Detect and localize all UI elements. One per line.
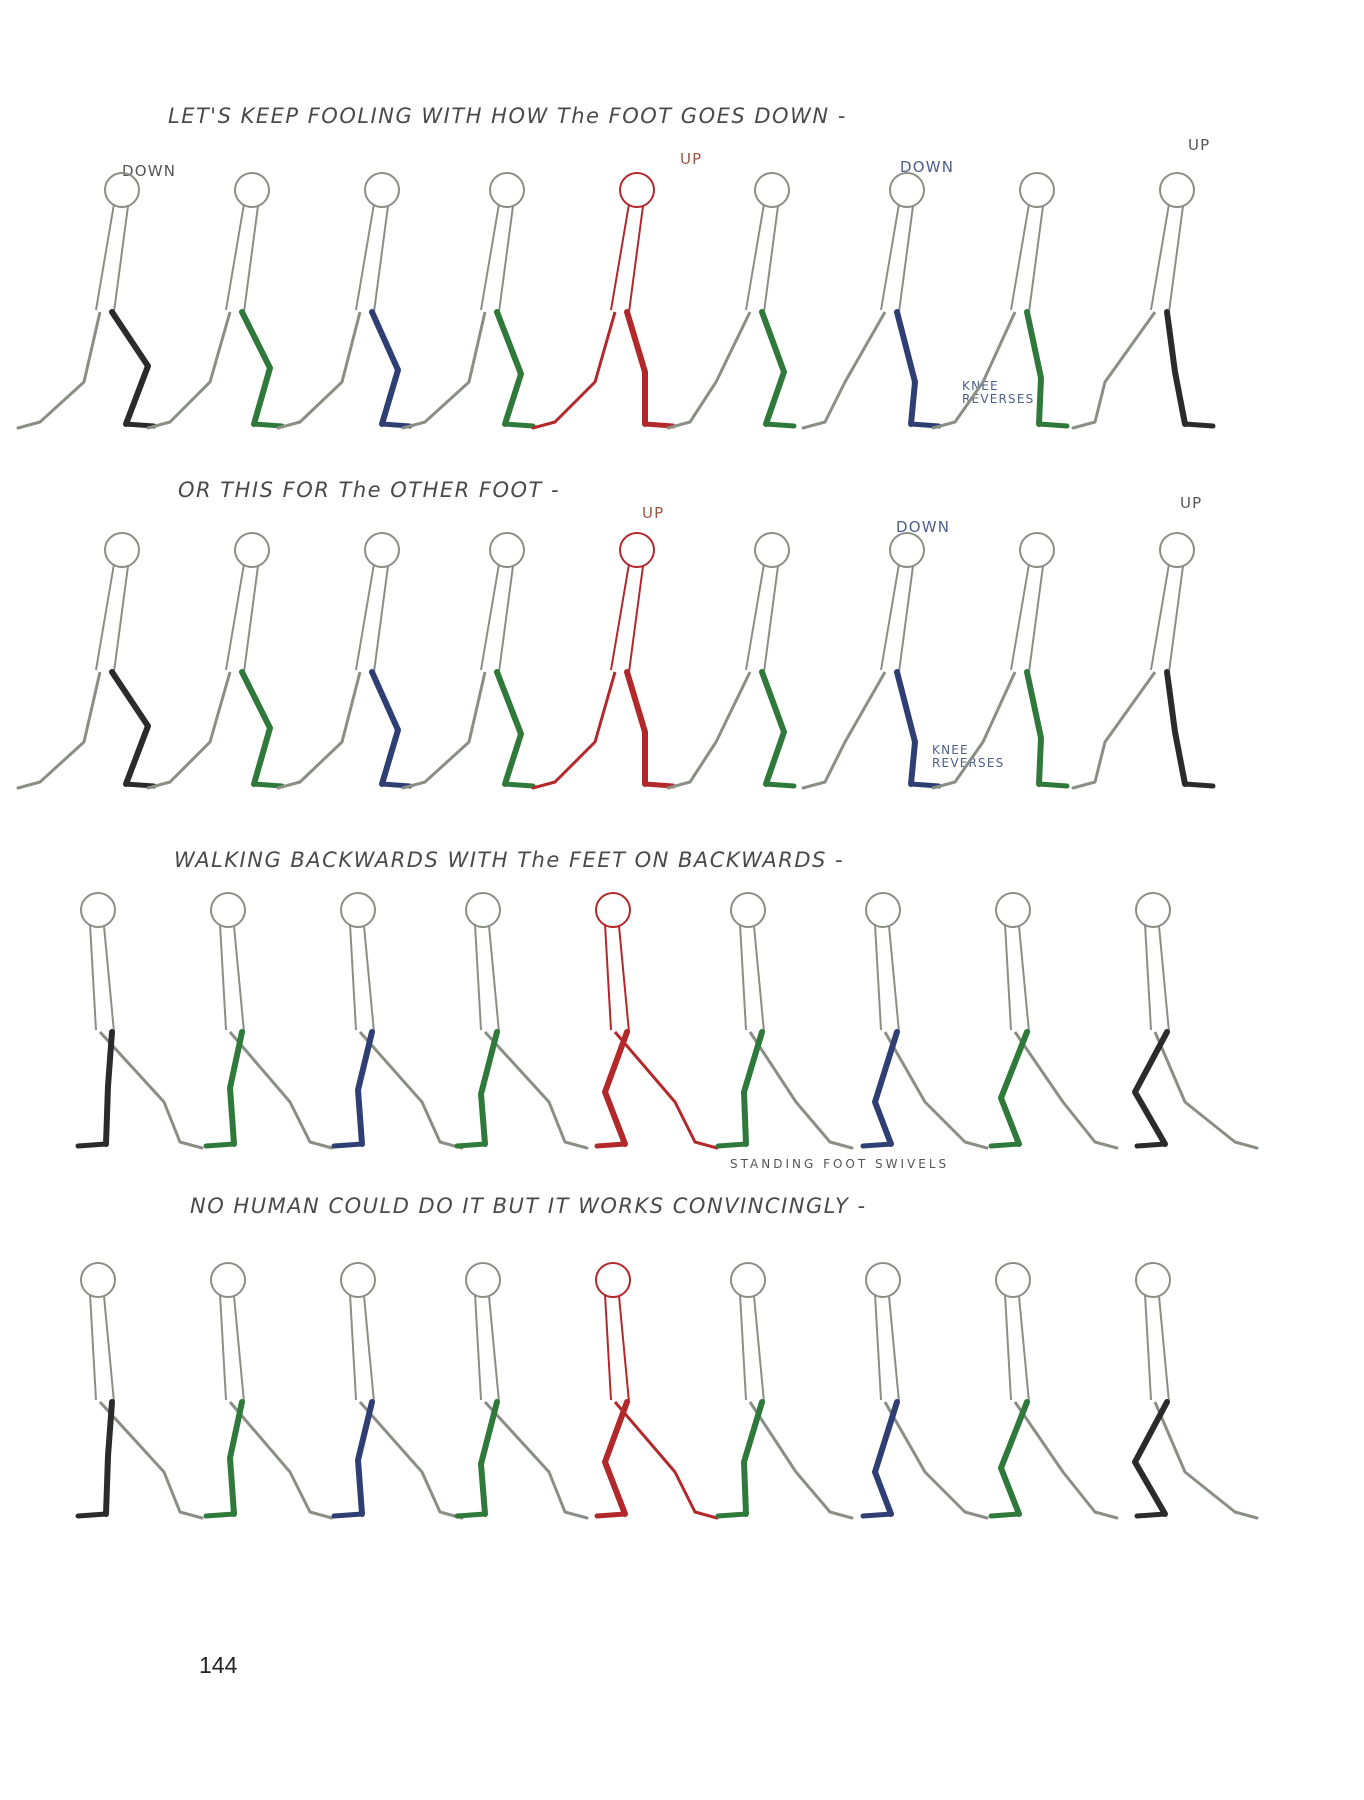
walking-figure-2 [146, 172, 285, 430]
row-1-figure-strip [16, 172, 1216, 430]
walking-figure-3 [331, 892, 464, 1150]
walking-figure-5 [594, 1262, 719, 1520]
row-2-note-up-2: UP [1180, 494, 1203, 512]
walking-figure-9 [1071, 532, 1216, 790]
walking-figure-7 [860, 1262, 989, 1520]
row-2-note-up-1: UP [642, 504, 665, 522]
walking-figure-1 [16, 532, 157, 790]
row-3-figure-strip [75, 892, 1259, 1150]
row-1-note-up-2: UP [1188, 136, 1211, 154]
row-3-caption: WALKING BACKWARDS WITH The FEET ON BACKW… [174, 848, 845, 872]
walking-figure-4 [454, 1262, 589, 1520]
walking-figure-5 [594, 892, 719, 1150]
walking-figure-2 [146, 532, 285, 790]
walking-figure-5 [531, 172, 676, 430]
walking-figure-4 [401, 172, 536, 430]
walking-figure-4 [401, 532, 536, 790]
walking-figure-7 [860, 892, 989, 1150]
row-3-note-standing-foot: STANDING FOOT SWIVELS [730, 1157, 950, 1171]
walking-figure-2 [203, 892, 334, 1150]
row-2-caption: OR THIS FOR The OTHER FOOT - [178, 478, 561, 502]
walking-figure-9 [1132, 892, 1259, 1150]
walking-figure-6 [666, 172, 797, 430]
walking-figure-5 [531, 532, 676, 790]
row-2-note-down-1: DOWN [896, 518, 951, 536]
walking-figure-7 [801, 532, 942, 790]
row-1-note-down-2: DOWN [900, 158, 955, 176]
row-1-note-down-1: DOWN [122, 162, 177, 180]
walking-figure-6 [715, 1262, 854, 1520]
walking-figure-1 [75, 1262, 204, 1520]
walking-figure-3 [331, 1262, 464, 1520]
walking-figure-1 [16, 172, 157, 430]
walking-figure-6 [666, 532, 797, 790]
row-1-caption: LET'S KEEP FOOLING WITH HOW The FOOT GOE… [168, 104, 847, 128]
walking-figure-9 [1132, 1262, 1259, 1520]
row-4-figure-strip [75, 1262, 1259, 1520]
row-1-note-up-1: UP [680, 150, 703, 168]
walking-figure-8 [931, 532, 1070, 790]
walking-figure-3 [276, 532, 413, 790]
row-4-caption: NO HUMAN COULD DO IT BUT IT WORKS CONVIN… [190, 1194, 867, 1218]
walking-figure-6 [715, 892, 854, 1150]
walking-figure-1 [75, 892, 204, 1150]
walking-figure-3 [276, 172, 413, 430]
walking-figure-7 [801, 172, 942, 430]
page-number: 144 [199, 1652, 238, 1678]
walking-figure-2 [203, 1262, 334, 1520]
walking-figure-8 [988, 1262, 1119, 1520]
walking-figure-9 [1071, 172, 1216, 430]
walking-figure-4 [454, 892, 589, 1150]
walking-figure-8 [931, 172, 1070, 430]
walking-figure-8 [988, 892, 1119, 1150]
row-2-figure-strip [16, 532, 1216, 790]
